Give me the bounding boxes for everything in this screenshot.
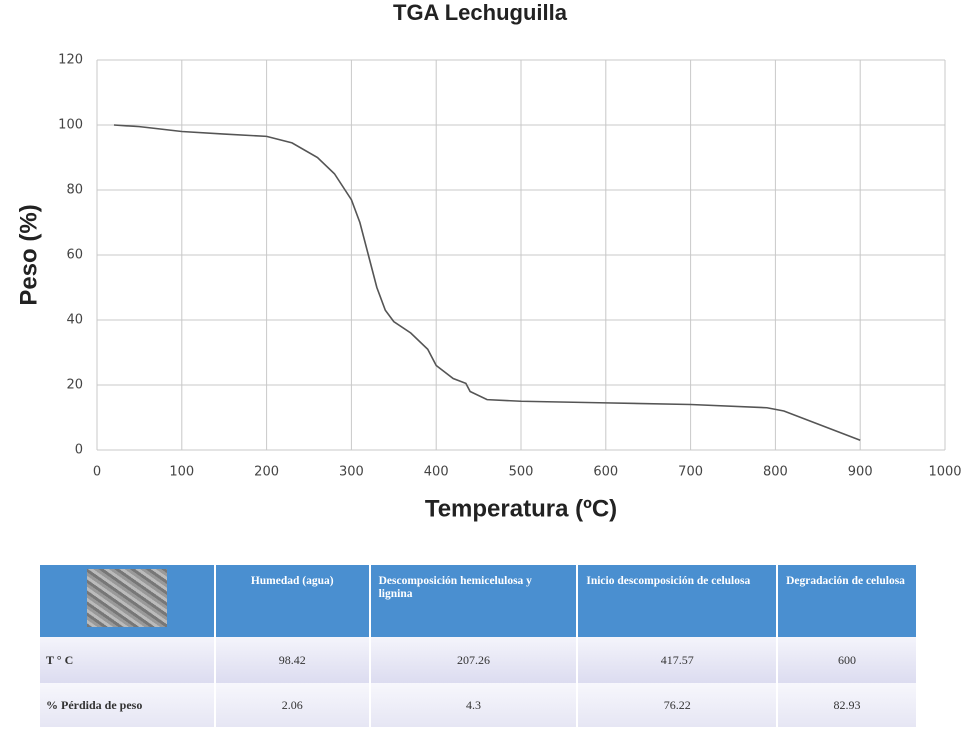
- x-tick-label: 500: [509, 465, 534, 480]
- header-cell: Descomposición hemicelulosa y lignina: [369, 565, 579, 637]
- cell: 98.42: [214, 637, 371, 683]
- x-tick-label: 400: [424, 465, 449, 480]
- x-tick-label: 0: [93, 465, 101, 480]
- y-tick-label: 60: [66, 248, 83, 263]
- header-cell: Humedad (agua): [214, 565, 371, 637]
- y-tick-label: 100: [58, 118, 83, 133]
- y-tick-label: 80: [66, 183, 83, 198]
- cell: 82.93: [777, 683, 918, 727]
- x-tick-label: 800: [763, 465, 788, 480]
- x-tick-label: 700: [678, 465, 703, 480]
- y-axis-label: Peso (%): [15, 204, 42, 305]
- chart: TGA Lechuguilla Temperatura (ºC) Peso (%…: [15, 0, 961, 522]
- x-tick-label: 100: [169, 465, 194, 480]
- cell: 76.22: [577, 683, 779, 727]
- x-tick-label: 1000: [928, 465, 961, 480]
- x-tick-label: 200: [254, 465, 279, 480]
- x-tick-label: 900: [848, 465, 873, 480]
- x-tick-label: 300: [339, 465, 364, 480]
- chart-title: TGA Lechuguilla: [393, 0, 568, 25]
- table-row: T ° C 98.42 207.26 417.57 600: [40, 637, 918, 683]
- header-cell: Inicio descomposición de celulosa: [577, 565, 779, 637]
- y-tick-label: 0: [75, 443, 83, 458]
- header-row: Humedad (agua) Descomposición hemicelulo…: [40, 565, 918, 637]
- cell: 2.06: [214, 683, 371, 727]
- y-tick-label: 40: [66, 313, 83, 328]
- cell: 417.57: [577, 637, 779, 683]
- data-line: [113, 124, 861, 441]
- summary-table: Humedad (agua) Descomposición hemicelulo…: [40, 565, 918, 727]
- header-cell: Degradación de celulosa: [777, 565, 918, 637]
- photo-cell: [40, 565, 216, 637]
- cell: 4.3: [369, 683, 579, 727]
- cell: 207.26: [369, 637, 579, 683]
- x-tick-label: 600: [593, 465, 618, 480]
- cell: 600: [777, 637, 918, 683]
- y-tick-label: 20: [66, 378, 83, 393]
- y-tick-label: 120: [58, 53, 83, 68]
- table-row: % Pérdida de peso 2.06 4.3 76.22 82.93: [40, 683, 918, 727]
- fiber-photo: [86, 569, 167, 627]
- row-label: % Pérdida de peso: [40, 683, 216, 727]
- row-label: T ° C: [40, 637, 216, 683]
- x-axis-label: Temperatura (ºC): [425, 495, 617, 522]
